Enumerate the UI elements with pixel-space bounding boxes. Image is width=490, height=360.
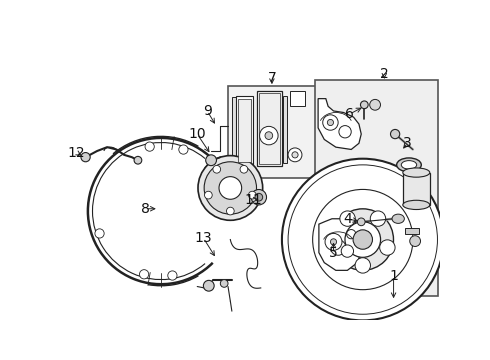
Text: 9: 9 <box>203 104 212 118</box>
Circle shape <box>81 153 90 162</box>
Circle shape <box>179 145 188 154</box>
Circle shape <box>391 130 400 139</box>
Circle shape <box>370 99 381 110</box>
Circle shape <box>332 209 393 270</box>
Circle shape <box>282 159 443 320</box>
Circle shape <box>357 218 365 226</box>
Polygon shape <box>238 99 251 162</box>
Polygon shape <box>319 219 361 270</box>
Circle shape <box>251 189 267 205</box>
Circle shape <box>345 222 381 257</box>
Bar <box>228 86 320 178</box>
Circle shape <box>145 142 154 151</box>
Circle shape <box>226 207 234 215</box>
Circle shape <box>370 211 386 226</box>
Ellipse shape <box>401 161 416 169</box>
Circle shape <box>248 191 256 199</box>
Polygon shape <box>257 91 282 166</box>
Bar <box>405 228 419 234</box>
Circle shape <box>323 115 338 130</box>
Text: 10: 10 <box>189 127 206 141</box>
Circle shape <box>380 240 395 255</box>
Ellipse shape <box>403 168 430 177</box>
Circle shape <box>255 193 263 201</box>
Text: 1: 1 <box>389 269 398 283</box>
Ellipse shape <box>392 214 404 223</box>
Circle shape <box>327 120 334 126</box>
Circle shape <box>361 101 368 109</box>
Circle shape <box>339 126 351 138</box>
Circle shape <box>134 156 142 164</box>
Text: 13: 13 <box>195 231 212 245</box>
Polygon shape <box>232 97 236 163</box>
Circle shape <box>288 148 302 162</box>
Text: 2: 2 <box>380 67 389 81</box>
Circle shape <box>240 166 248 173</box>
Circle shape <box>341 245 354 257</box>
Circle shape <box>325 233 342 250</box>
Circle shape <box>340 211 355 226</box>
Polygon shape <box>283 95 287 163</box>
Circle shape <box>203 280 214 291</box>
Circle shape <box>330 239 337 245</box>
Circle shape <box>353 230 372 249</box>
Text: 6: 6 <box>345 107 354 121</box>
Circle shape <box>330 240 346 255</box>
Text: 12: 12 <box>68 145 85 159</box>
Circle shape <box>346 230 356 239</box>
Circle shape <box>410 236 420 247</box>
Circle shape <box>204 162 257 214</box>
Text: 11: 11 <box>245 193 262 207</box>
Polygon shape <box>318 99 361 149</box>
Polygon shape <box>237 95 253 165</box>
Circle shape <box>265 132 273 139</box>
Bar <box>315 80 438 296</box>
Ellipse shape <box>403 200 430 210</box>
Circle shape <box>313 189 413 290</box>
Polygon shape <box>259 93 280 164</box>
Circle shape <box>219 177 242 199</box>
Circle shape <box>168 271 177 280</box>
Circle shape <box>213 166 220 173</box>
Polygon shape <box>290 91 305 106</box>
Text: 8: 8 <box>141 202 150 216</box>
Circle shape <box>288 165 438 314</box>
Text: 7: 7 <box>268 71 276 85</box>
Circle shape <box>140 270 149 279</box>
Circle shape <box>204 191 212 199</box>
Circle shape <box>260 126 278 145</box>
Circle shape <box>95 229 104 238</box>
Ellipse shape <box>397 158 421 172</box>
Text: 4: 4 <box>343 212 352 226</box>
Bar <box>403 172 430 205</box>
Circle shape <box>292 152 298 158</box>
Text: 3: 3 <box>403 136 412 150</box>
Circle shape <box>355 258 370 273</box>
Circle shape <box>198 156 263 220</box>
Circle shape <box>206 155 217 166</box>
Circle shape <box>220 280 228 287</box>
Text: 5: 5 <box>329 246 338 260</box>
